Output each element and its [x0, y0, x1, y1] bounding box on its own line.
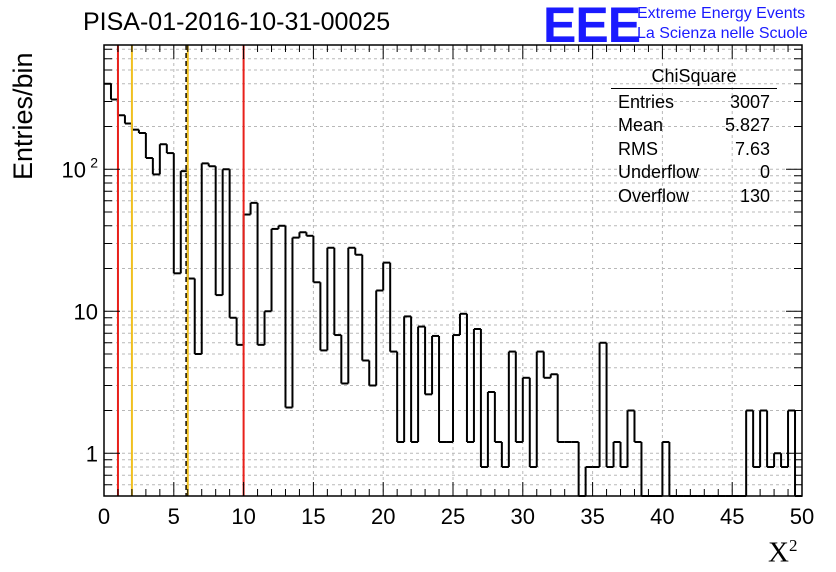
marker-lines [116, 45, 245, 496]
stats-value: 130 [739, 185, 770, 206]
x-tick-label: 50 [790, 504, 814, 529]
x-tick-label: 45 [720, 504, 744, 529]
y-tick-label: 10 [74, 299, 98, 324]
x-tick-label: 25 [441, 504, 465, 529]
stats-row-underflow: Underflow 0 [611, 162, 777, 185]
eee-logo-text: Extreme Energy Events La Scienza nelle S… [637, 4, 808, 44]
logo-line-2: La Scienza nelle Scuole [637, 25, 808, 42]
stats-label: Overflow [618, 185, 690, 206]
x-axis-label: X2 [768, 536, 797, 570]
x-tick-label: 35 [580, 504, 604, 529]
stats-row-overflow: Overflow 130 [611, 186, 777, 209]
y-tick-label: 1 [86, 441, 98, 466]
stats-value: 0 [759, 162, 770, 183]
x-axis-label-exponent: 2 [788, 536, 798, 555]
stats-box: ChiSquare Entries 3007 Mean 5.827 RMS 7.… [611, 66, 777, 209]
stats-box-title: ChiSquare [611, 66, 777, 89]
x-tick-label: 10 [231, 504, 255, 529]
stats-value: 3007 [729, 92, 770, 112]
y-tick-label-exponent: 2 [90, 154, 98, 170]
eee-logo-mark: EEE [543, 0, 641, 53]
y-tick-label: 10 [62, 157, 86, 182]
stats-row-mean: Mean 5.827 [611, 115, 777, 138]
x-axis-label-base: X [768, 536, 789, 569]
logo-line-1: Extreme Energy Events [637, 5, 806, 22]
stats-label: Mean [618, 115, 664, 136]
x-tick-label: 20 [371, 504, 395, 529]
x-tick-label: 15 [301, 504, 325, 529]
y-axis-label: Entries/bin [8, 52, 38, 180]
stats-label: Underflow [618, 162, 700, 183]
stats-value: 5.827 [724, 115, 770, 136]
stats-label: RMS [618, 138, 658, 159]
x-tick-label: 40 [650, 504, 674, 529]
x-axis-ticks: 0 5 10 15 20 25 30 35 40 45 50 [98, 45, 814, 529]
stats-row-entries: Entries 3007 [611, 92, 777, 115]
stats-row-rms: RMS 7.63 [611, 139, 777, 162]
stats-value: 7.63 [734, 138, 770, 159]
stats-label: Entries [618, 92, 675, 112]
x-tick-label: 30 [511, 504, 535, 529]
x-tick-label: 0 [98, 504, 110, 529]
chart-title: PISA-01-2016-10-31-00025 [83, 8, 391, 36]
x-tick-label: 5 [168, 504, 180, 529]
